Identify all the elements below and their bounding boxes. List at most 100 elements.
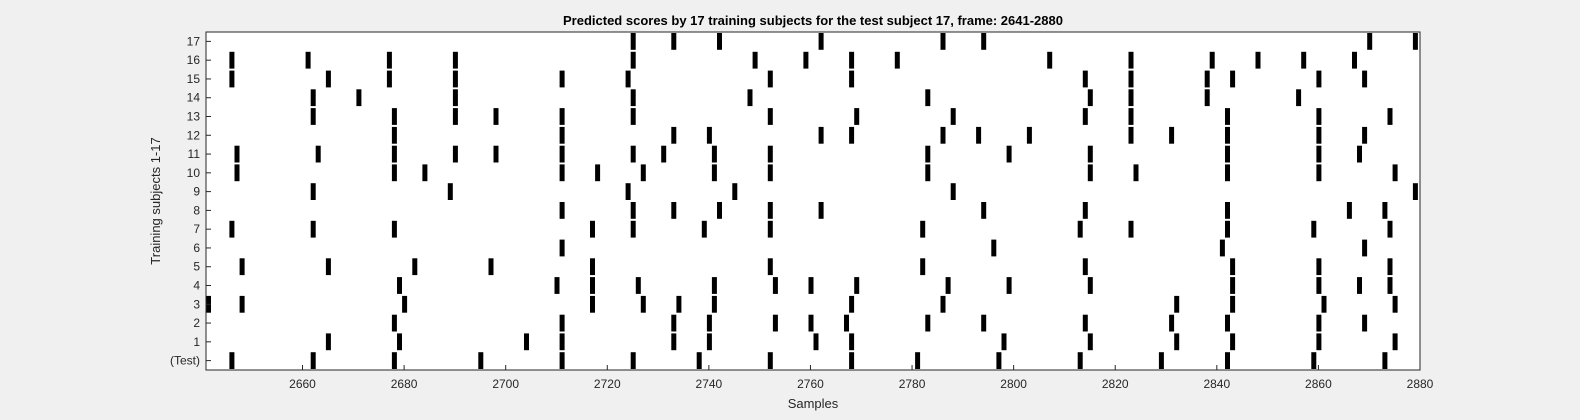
raster-mark <box>1316 70 1322 88</box>
raster-mark <box>767 220 773 238</box>
raster-mark <box>772 314 778 332</box>
raster-mark <box>706 333 712 351</box>
raster-mark <box>630 33 636 50</box>
raster-mark <box>1133 164 1139 182</box>
raster-mark <box>925 89 931 107</box>
raster-mark <box>767 108 773 125</box>
raster-mark <box>630 51 636 69</box>
raster-mark <box>711 277 717 294</box>
raster-mark <box>1001 333 1007 351</box>
raster-mark <box>1412 33 1418 50</box>
y-tick-label: (Test) <box>170 354 200 368</box>
raster-mark <box>386 70 392 88</box>
raster-mark <box>325 70 331 88</box>
raster-mark <box>701 220 707 238</box>
raster-mark <box>630 145 636 163</box>
raster-mark <box>844 314 849 332</box>
raster-mark <box>229 51 235 69</box>
raster-mark <box>1225 202 1230 219</box>
raster-mark <box>1392 164 1398 182</box>
raster-mark <box>1128 220 1134 238</box>
raster-mark <box>630 202 636 219</box>
raster-mark <box>1387 258 1393 276</box>
raster-mark <box>808 277 814 294</box>
raster-mark <box>1230 277 1236 294</box>
x-tick-label: 2860 <box>1305 377 1332 391</box>
raster-mark <box>239 258 245 276</box>
raster-mark <box>325 258 331 276</box>
raster-mark <box>803 51 809 69</box>
raster-mark <box>671 333 677 351</box>
x-tick-label: 2820 <box>1102 377 1129 391</box>
x-tick-label: 2800 <box>1000 377 1027 391</box>
raster-mark <box>1225 108 1230 125</box>
raster-mark <box>1357 145 1362 163</box>
raster-mark <box>1087 277 1093 294</box>
raster-mark <box>1219 239 1225 257</box>
raster-mark <box>234 145 240 163</box>
raster-mark <box>1169 314 1175 332</box>
raster-mark <box>1382 352 1388 369</box>
raster-mark <box>1128 126 1134 144</box>
raster-mark <box>1316 314 1322 332</box>
raster-mark <box>1352 51 1357 69</box>
y-tick-label: 14 <box>187 91 201 105</box>
raster-mark <box>1346 202 1352 219</box>
raster-mark <box>808 314 814 332</box>
raster-mark <box>671 202 677 219</box>
raster-mark <box>940 126 946 144</box>
raster-mark <box>1230 258 1236 276</box>
raster-mark <box>1387 220 1393 238</box>
raster-mark <box>711 295 717 313</box>
raster-mark <box>1311 220 1317 238</box>
raster-mark <box>711 145 717 163</box>
raster-mark <box>310 183 316 200</box>
raster-mark <box>981 33 987 50</box>
y-tick-label: 16 <box>187 53 201 67</box>
raster-mark <box>920 220 926 238</box>
raster-mark <box>559 70 565 88</box>
raster-mark <box>310 108 316 125</box>
raster-mark <box>234 164 240 182</box>
raster-mark <box>1321 295 1327 313</box>
raster-mark <box>305 51 311 69</box>
raster-mark <box>325 333 331 351</box>
raster-mark <box>478 352 484 369</box>
raster-mark <box>706 314 712 332</box>
raster-mark <box>894 51 900 69</box>
raster-mark <box>696 352 702 369</box>
raster-mark <box>239 295 245 313</box>
raster-mark <box>595 164 601 182</box>
raster-mark <box>310 220 316 238</box>
raster-mark <box>1128 70 1134 88</box>
raster-mark <box>524 333 529 351</box>
raster-mark <box>849 126 855 144</box>
raster-mark <box>412 258 418 276</box>
raster-mark <box>1026 126 1032 144</box>
x-axis-label: Samples <box>788 396 839 411</box>
raster-mark <box>391 220 397 238</box>
raster-mark <box>1128 51 1134 69</box>
raster-mark <box>590 295 595 313</box>
raster-mark <box>1204 89 1210 107</box>
raster-mark <box>1382 202 1388 219</box>
raster-mark <box>452 145 458 163</box>
raster-mark <box>590 258 595 276</box>
raster-mark <box>1230 295 1236 313</box>
y-tick-label: 2 <box>193 316 200 330</box>
raster-mark <box>452 51 458 69</box>
raster-mark <box>849 51 855 69</box>
raster-mark <box>1255 51 1261 69</box>
raster-mark <box>747 89 753 107</box>
raster-mark <box>1082 202 1088 219</box>
raster-mark <box>640 164 646 182</box>
raster-mark <box>671 126 677 144</box>
y-tick-label: 1 <box>193 335 200 349</box>
raster-mark <box>1316 164 1322 182</box>
raster-mark <box>813 333 819 351</box>
x-axis-ticks: 2660 2680 2700 2720 2740 2760 2780 2800 2820 2840… <box>289 365 1434 391</box>
raster-mark <box>1006 277 1012 294</box>
raster-mark <box>717 202 722 219</box>
raster-mark <box>661 145 667 163</box>
raster-mark <box>554 277 560 294</box>
